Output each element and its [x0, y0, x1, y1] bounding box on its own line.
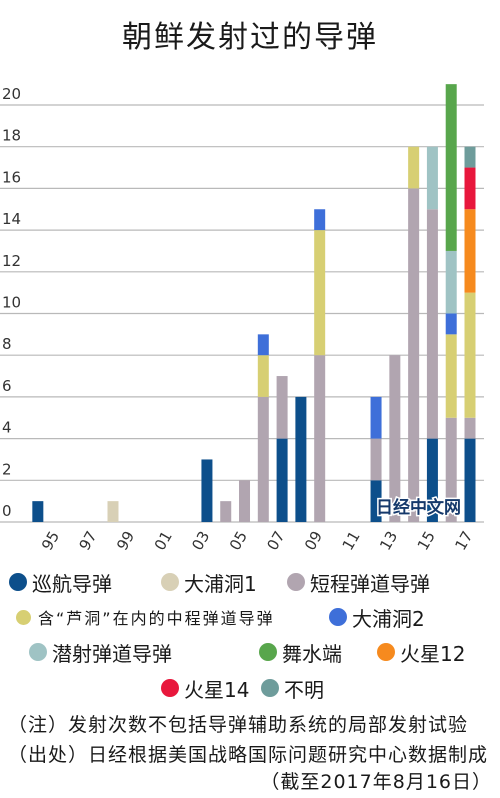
bar-segment-3-2006 [257, 355, 269, 397]
legend-item-submarine-launched: 潜射弹道导弹 [29, 640, 172, 666]
y-tick-label: 20 [2, 85, 21, 103]
y-tick-label: 10 [2, 294, 21, 312]
legend-label: 大浦洞2 [352, 606, 425, 631]
x-tick-label: 95 [38, 528, 63, 554]
y-tick-label: 12 [2, 252, 21, 270]
bar-segment-3-2016 [445, 334, 457, 418]
legend-label: 大浦洞1 [184, 571, 257, 596]
legend-label: 火星14 [184, 677, 250, 702]
bar-segment-2-2012 [370, 438, 382, 481]
y-tick-label: 18 [2, 127, 21, 145]
bar-segment-4-2006 [257, 334, 269, 356]
legend-item-hwasong-12: 火星12 [377, 640, 466, 666]
y-tick-label: 8 [2, 335, 12, 353]
legend-item-medium-range-ballistic: 含“芦洞”在内的中程弹道导弹 [16, 605, 275, 629]
bar-segment-5-2015 [426, 146, 438, 210]
legend-label: 舞水端 [282, 641, 342, 666]
y-tick-label: 16 [2, 168, 21, 186]
watermark: 日经中文网 [376, 497, 461, 518]
y-axis-labels: 0 2 4 6 8 10 12 14 16 18 20 [2, 85, 21, 520]
bar-segment-4-2009 [314, 209, 326, 231]
bar-segment-2-2015 [426, 209, 438, 439]
bar-segment-2-2009 [314, 355, 326, 522]
bar-segment-0-2012 [370, 480, 382, 522]
legend-item-taepodong-1: 大浦洞1 [161, 570, 257, 596]
bar-segment-8-2017 [464, 167, 476, 210]
legend-item-unknown: 不明 [261, 676, 324, 702]
x-axis-labels: 95 97 99 01 03 05 07 09 11 13 15 17 [38, 528, 477, 554]
legend-swatch-icon [9, 573, 27, 591]
legend-item-short-range-ballistic: 短程弹道导弹 [287, 570, 430, 596]
bar-segment-2-2017 [464, 417, 476, 439]
legend-item-hwasong-14: 火星14 [161, 676, 250, 702]
x-tick-label: 11 [339, 528, 364, 554]
bar-segment-3-2009 [314, 230, 326, 356]
legend-label: 不明 [284, 677, 324, 702]
bar-segment-2-2006 [257, 396, 269, 522]
legend-swatch-icon [161, 679, 179, 697]
x-tick-label: 07 [263, 528, 288, 554]
y-tick-label: 14 [2, 210, 21, 228]
bar-segment-4-2016 [445, 313, 457, 335]
bar-segment-2-2014 [408, 188, 420, 522]
x-tick-label: 09 [301, 528, 326, 554]
bar-segment-0-2008 [295, 396, 307, 522]
legend-label: 潜射弹道导弹 [52, 641, 172, 666]
bar-segment-5-2016 [445, 250, 457, 314]
legend-swatch-icon [16, 609, 31, 625]
bar-segment-2-2007 [276, 376, 288, 439]
legend-label: 含“芦洞”在内的中程弹道导弹 [38, 609, 275, 628]
legend-swatch-icon [29, 643, 47, 661]
y-tick-label: 4 [2, 419, 12, 437]
x-tick-label: 03 [188, 528, 213, 554]
bar-segment-0-2017 [464, 438, 476, 522]
bar-segment-2-2016 [445, 417, 457, 522]
bar-segment-2-2004 [220, 501, 232, 522]
bar-segment-1-1998 [107, 501, 119, 522]
bar-segment-0-2007 [276, 438, 288, 522]
x-tick-label: 13 [376, 528, 401, 554]
bar-segment-3-2014 [408, 146, 420, 189]
bar-segment-3-2017 [464, 292, 476, 418]
bar-segment-0-2015 [426, 438, 438, 522]
bar-segment-2-2005 [239, 480, 251, 522]
legend-item-cruise-missile: 巡航导弹 [9, 570, 112, 596]
y-tick-label: 6 [2, 377, 12, 395]
legend-swatch-icon [287, 573, 305, 591]
bar-segment-2-2013 [389, 355, 401, 522]
bar-segment-4-2012 [370, 396, 382, 439]
legend-swatch-icon [377, 643, 395, 661]
bar-segment-6-2016 [445, 84, 457, 251]
bars [32, 84, 476, 522]
y-tick-label: 0 [2, 502, 12, 520]
chart-plot: 0 2 4 6 8 10 12 14 16 18 20 95 97 99 01 03 05 07 09 11 13 15… [0, 84, 484, 554]
bar-segment-0-1994 [32, 501, 44, 522]
x-tick-label: 15 [414, 528, 439, 554]
x-tick-label: 97 [76, 528, 101, 554]
legend-label: 火星12 [400, 641, 466, 666]
chart-title: 朝鲜发射过的导弹 [122, 20, 378, 55]
footnote-note: （注）发射次数不包括导弹辅助系统的局部发射试验 [8, 714, 469, 736]
legend-label: 短程弹道导弹 [310, 571, 430, 596]
bar-segment-0-2003 [201, 459, 213, 522]
footnote-as-of: （截至2017年8月16日） [260, 771, 492, 793]
x-tick-label: 17 [451, 528, 476, 554]
footnote-source: （出处）日经根据美国战略国际问题研究中心数据制成 [8, 744, 489, 766]
bar-segment-9-2017 [464, 146, 476, 168]
y-tick-label: 2 [2, 460, 12, 478]
legend-item-taepodong-2: 大浦洞2 [329, 605, 425, 631]
x-tick-label: 05 [226, 528, 251, 554]
legend-swatch-icon [259, 643, 277, 661]
bar-segment-7-2017 [464, 209, 476, 293]
legend-swatch-icon [261, 679, 279, 697]
legend-item-musudan: 舞水端 [259, 640, 342, 666]
legend-label: 巡航导弹 [32, 571, 112, 596]
legend-swatch-icon [161, 573, 179, 591]
legend-swatch-icon [329, 608, 347, 626]
x-tick-label: 01 [151, 528, 176, 554]
x-tick-label: 99 [113, 528, 138, 554]
